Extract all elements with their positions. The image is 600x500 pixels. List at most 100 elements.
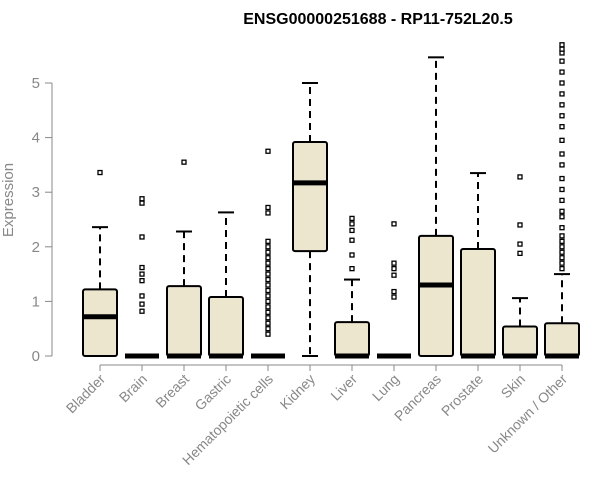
- outlier-11-1: [559, 260, 565, 266]
- outlier-1-7: [139, 200, 145, 206]
- outlier-6-1: [349, 252, 355, 258]
- outlier-11-11: [559, 186, 565, 193]
- outlier-11-10: [559, 197, 565, 204]
- outlier-4-16: [265, 244, 271, 250]
- outlier-4-13: [265, 260, 271, 266]
- box-rect-9: [460, 247, 496, 357]
- x-tick-label-1: Brain: [116, 371, 150, 405]
- y-axis-label: Expression: [0, 163, 17, 237]
- outlier-4-11: [265, 271, 271, 277]
- outlier-2-0: [181, 159, 187, 165]
- box-8: [418, 56, 454, 358]
- box-3: [208, 211, 244, 359]
- box-9: [460, 172, 496, 359]
- outlier-11-19: [559, 91, 565, 97]
- outlier-4-3: [265, 315, 271, 321]
- outlier-4-0: [265, 331, 271, 337]
- box-5: [292, 82, 328, 357]
- outlier-11-18: [559, 102, 565, 108]
- outlier-7-0: [391, 294, 397, 300]
- y-tick-label-2: 2: [32, 239, 40, 256]
- y-tick-label-1: 1: [32, 293, 40, 310]
- box-4: [251, 148, 285, 359]
- outlier-4-6: [265, 298, 271, 305]
- y-tick-label-0: 0: [32, 348, 40, 365]
- outlier-11-4: [559, 244, 565, 250]
- outlier-4-15: [265, 249, 271, 255]
- y-tick-label-3: 3: [32, 184, 40, 201]
- box-rect-5: [292, 140, 328, 253]
- outlier-11-24: [559, 46, 565, 52]
- outlier-4-17: [265, 238, 271, 244]
- x-tick-label-2: Breast: [152, 371, 192, 411]
- box-rect-10: [502, 325, 538, 357]
- box-2: [166, 159, 202, 359]
- outlier-1-5: [139, 264, 145, 271]
- outlier-6-4: [349, 221, 355, 227]
- outlier-11-14: [559, 151, 565, 157]
- outlier-11-21: [559, 69, 565, 75]
- box-1: [125, 196, 159, 359]
- y-tick-label-5: 5: [32, 75, 40, 92]
- outlier-4-7: [265, 293, 271, 299]
- x-tick-label-9: Prostate: [438, 371, 486, 419]
- y-tick-label-4: 4: [32, 130, 40, 147]
- x-tick-label-7: Lung: [369, 371, 402, 404]
- x-tick-label-5: Kidney: [277, 371, 319, 413]
- outlier-1-2: [139, 293, 145, 299]
- box-rect-6: [334, 321, 370, 358]
- chart-title: ENSG00000251688 - RP11-752L20.5: [243, 11, 513, 28]
- outlier-11-6: [559, 233, 565, 239]
- outlier-1-6: [139, 234, 145, 240]
- outlier-7-4: [391, 260, 397, 266]
- box-rect-3: [208, 296, 244, 358]
- outlier-10-2: [517, 222, 523, 228]
- outlier-11-25: [559, 42, 565, 48]
- outlier-0-0: [97, 169, 103, 176]
- boxes-group: [82, 42, 580, 359]
- outlier-1-4: [139, 271, 145, 277]
- box-rect-11: [544, 322, 580, 357]
- outlier-11-3: [559, 249, 565, 255]
- outlier-11-7: [559, 225, 565, 231]
- outlier-7-3: [391, 265, 397, 272]
- outlier-6-5: [349, 215, 355, 222]
- box-11: [544, 42, 580, 359]
- outlier-11-13: [559, 162, 565, 168]
- box-rect-2: [166, 285, 202, 357]
- box-7: [377, 221, 411, 359]
- outlier-4-4: [265, 309, 271, 315]
- outlier-11-15: [559, 137, 565, 143]
- x-tick-label-10: Skin: [498, 371, 529, 402]
- outlier-4-9: [265, 282, 271, 288]
- outlier-11-2: [559, 255, 565, 261]
- outlier-4-14: [265, 255, 271, 261]
- outlier-6-3: [349, 227, 355, 234]
- outlier-11-20: [559, 80, 565, 86]
- outlier-1-8: [139, 196, 145, 202]
- outlier-11-22: [559, 58, 565, 64]
- outlier-4-12: [265, 265, 271, 272]
- outlier-1-0: [139, 308, 145, 314]
- outlier-1-1: [139, 301, 145, 307]
- outlier-4-2: [265, 320, 271, 326]
- x-tick-label-0: Bladder: [63, 371, 109, 417]
- box-rect-0: [82, 288, 118, 357]
- outlier-11-0: [559, 265, 565, 272]
- box-10: [502, 174, 538, 359]
- axes: 0 1 2 3 4 5: [32, 75, 562, 366]
- outlier-4-8: [265, 287, 271, 294]
- x-tick-label-8: Pancreas: [391, 371, 444, 424]
- outlier-4-10: [265, 276, 271, 283]
- outlier-4-20: [265, 148, 271, 154]
- outlier-7-2: [391, 272, 397, 278]
- x-tick-label-6: Liver: [327, 371, 360, 404]
- box-rect-8: [418, 234, 454, 358]
- outlier-7-5: [391, 221, 397, 227]
- outlier-11-9: [559, 208, 565, 214]
- outlier-10-0: [517, 250, 523, 257]
- outlier-11-8: [559, 214, 565, 220]
- outlier-11-12: [559, 175, 565, 182]
